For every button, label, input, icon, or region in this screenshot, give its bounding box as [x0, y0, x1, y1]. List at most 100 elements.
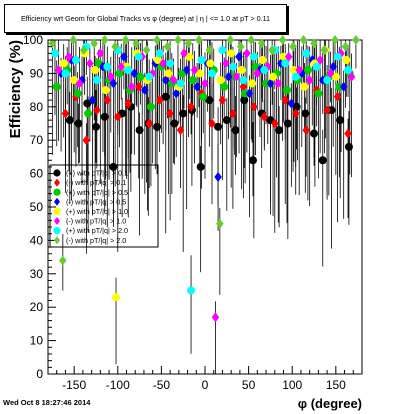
data-point	[75, 78, 84, 89]
y-tick-label: 100	[23, 33, 43, 47]
y-axis-title: Efficiency (%)	[7, 40, 24, 138]
data-point	[274, 78, 283, 89]
x-tick-label: 50	[242, 378, 256, 392]
data-point	[164, 69, 173, 78]
data-point	[155, 95, 164, 106]
data-point	[111, 41, 119, 52]
y-tick-label: 70	[30, 133, 44, 147]
x-tick-label: -100	[106, 378, 130, 392]
data-point	[101, 86, 110, 95]
data-point	[295, 65, 303, 76]
data-point	[59, 255, 67, 266]
data-point	[228, 62, 237, 71]
data-point	[302, 125, 310, 136]
data-point	[90, 38, 98, 49]
data-point	[103, 62, 112, 71]
legend-label: (+) with pT/|q| > 1.0	[66, 207, 128, 216]
data-point	[69, 35, 78, 45]
data-point	[218, 95, 227, 106]
data-point	[287, 98, 296, 109]
data-point	[299, 35, 308, 45]
y-tick-label: 50	[30, 200, 44, 214]
data-point	[237, 66, 246, 75]
data-point	[174, 35, 182, 45]
data-point	[262, 79, 271, 88]
data-point	[224, 71, 233, 82]
data-point	[70, 76, 79, 85]
data-point	[161, 92, 170, 101]
data-point	[201, 78, 209, 89]
x-tick-label: 100	[282, 378, 302, 392]
data-point	[291, 108, 300, 119]
data-point	[48, 38, 57, 49]
data-point	[184, 38, 193, 49]
data-point	[153, 56, 162, 65]
data-point	[169, 75, 178, 86]
legend-marker	[53, 188, 61, 196]
data-point	[271, 118, 279, 129]
data-point	[284, 51, 293, 62]
data-point	[214, 171, 222, 182]
y-tick-label: 80	[30, 100, 44, 114]
data-point	[239, 76, 248, 85]
data-point	[310, 38, 318, 49]
legend-marker	[54, 236, 60, 245]
data-point	[163, 41, 172, 52]
data-point	[54, 65, 63, 76]
data-point	[211, 312, 220, 323]
legend-label: (-) with pT/|q| > 0.5	[66, 197, 126, 206]
data-point	[333, 52, 342, 61]
data-point	[103, 95, 112, 106]
data-point	[279, 52, 288, 61]
data-point	[218, 46, 227, 55]
data-point	[65, 51, 73, 62]
data-point	[205, 96, 214, 105]
data-point	[207, 69, 216, 78]
data-point	[159, 58, 167, 69]
data-point	[282, 86, 291, 95]
data-point	[289, 66, 298, 75]
data-point	[344, 66, 353, 75]
data-point	[206, 59, 215, 68]
data-point	[339, 81, 348, 92]
data-point	[250, 101, 258, 112]
data-point	[170, 119, 179, 128]
data-point	[153, 35, 161, 45]
data-point	[260, 66, 269, 75]
data-point	[134, 52, 143, 61]
data-point	[195, 69, 204, 78]
data-point	[193, 81, 201, 92]
data-point	[136, 72, 145, 81]
data-point	[329, 61, 337, 72]
data-point	[114, 111, 122, 122]
data-point	[216, 218, 224, 229]
legend-marker	[53, 227, 61, 235]
data-point	[302, 49, 311, 58]
legend-marker	[53, 169, 61, 177]
data-point	[127, 81, 136, 92]
data-point	[331, 72, 340, 81]
data-point	[82, 135, 91, 146]
data-point	[231, 126, 240, 135]
data-point	[341, 41, 350, 52]
y-tick-label: 30	[30, 267, 44, 281]
data-point	[135, 126, 144, 135]
x-axis-title: φ (degree)	[298, 396, 362, 411]
data-point	[142, 45, 151, 56]
data-point	[281, 95, 289, 106]
data-point	[257, 38, 266, 49]
data-point	[134, 81, 143, 92]
data-point	[65, 116, 74, 125]
legend-label: (+) with pT/|q| > 2.0	[66, 226, 128, 235]
legend-marker	[54, 197, 60, 206]
data-point	[153, 122, 162, 131]
data-point	[109, 78, 118, 89]
data-point	[84, 109, 93, 118]
data-point	[188, 76, 197, 85]
data-point	[155, 49, 164, 58]
data-point	[166, 59, 175, 68]
data-point	[258, 56, 267, 65]
y-tick-label: 90	[30, 66, 44, 80]
data-point	[245, 88, 254, 99]
legend-label: (+) with pT/|q| > 0.1	[66, 169, 128, 178]
